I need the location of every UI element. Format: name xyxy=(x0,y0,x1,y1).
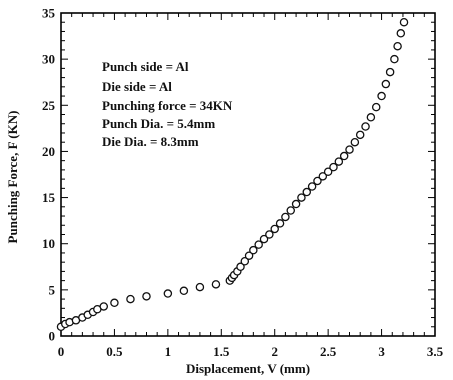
x-tick-label: 3 xyxy=(378,344,385,359)
x-tick-label: 2 xyxy=(271,344,278,359)
x-tick-label: 1 xyxy=(165,344,172,359)
data-point xyxy=(240,256,250,266)
data-point xyxy=(236,262,245,272)
annotation-punch-side: Punch side = Al xyxy=(102,59,189,74)
annotation-punch-dia: Punch Dia. = 5.4mm xyxy=(102,116,215,131)
data-point xyxy=(259,234,269,244)
data-point xyxy=(345,145,354,154)
data-point xyxy=(142,292,151,301)
data-point xyxy=(265,230,274,239)
data-point xyxy=(179,286,189,296)
data-point xyxy=(377,91,386,101)
annotation-die-side: Die side = Al xyxy=(102,79,172,94)
data-point xyxy=(297,193,306,202)
data-point xyxy=(334,157,344,166)
data-point xyxy=(302,187,312,197)
data-point xyxy=(126,294,135,304)
data-point xyxy=(211,280,221,289)
x-tick-label: 2.5 xyxy=(320,344,337,359)
data-point xyxy=(270,224,279,234)
data-point xyxy=(350,137,360,147)
y-axis-label: Punching Force, F (KN) xyxy=(5,111,20,244)
data-point xyxy=(323,167,333,176)
data-point xyxy=(163,289,173,298)
data-point xyxy=(275,219,285,228)
y-tick-label: 0 xyxy=(49,329,56,344)
y-tick-label: 10 xyxy=(42,236,55,251)
data-point xyxy=(281,212,290,222)
plot-border xyxy=(60,12,436,337)
data-point xyxy=(399,17,409,27)
y-tick-label: 35 xyxy=(42,6,56,21)
x-tick-label: 0 xyxy=(58,344,65,359)
data-point xyxy=(286,206,295,215)
data-point xyxy=(381,79,391,89)
data-point xyxy=(329,162,338,172)
data-point xyxy=(99,302,108,311)
x-axis-ticks: 0 0.5 1 1.5 2 2.5 3 3.5 xyxy=(58,13,444,359)
plot-frame xyxy=(60,12,436,337)
data-point xyxy=(307,182,317,191)
x-tick-label: 0.5 xyxy=(106,344,123,359)
data-point xyxy=(355,130,365,140)
data-point xyxy=(366,113,376,122)
data-point xyxy=(318,172,328,181)
data-point xyxy=(249,245,258,255)
data-point xyxy=(385,67,395,77)
data-point xyxy=(244,251,254,260)
data-point xyxy=(195,282,205,292)
data-point xyxy=(291,199,301,209)
y-axis-ticks: 0 5 10 15 20 25 30 35 xyxy=(42,6,435,344)
annotation-block: Punch side = Al Die side = Al Punching f… xyxy=(102,59,233,149)
y-tick-label: 15 xyxy=(42,190,56,205)
data-point xyxy=(254,240,263,249)
data-points xyxy=(56,17,409,332)
y-tick-label: 25 xyxy=(42,98,56,113)
data-point xyxy=(361,122,370,131)
data-point xyxy=(371,102,381,112)
annotation-punching-force: Punching force = 34KN xyxy=(102,98,233,113)
x-tick-label: 3.5 xyxy=(427,344,444,359)
y-tick-label: 30 xyxy=(42,52,55,67)
data-point xyxy=(313,176,322,186)
x-tick-label: 1.5 xyxy=(213,344,230,359)
data-point xyxy=(390,54,399,64)
data-point xyxy=(110,298,119,308)
x-axis-label: Displacement, V (mm) xyxy=(186,361,310,376)
data-point xyxy=(339,151,349,161)
data-point xyxy=(393,41,402,51)
y-tick-label: 5 xyxy=(49,282,56,297)
annotation-die-dia: Die Dia. = 8.3mm xyxy=(102,134,199,149)
y-tick-label: 20 xyxy=(42,144,55,159)
data-point xyxy=(396,29,406,38)
